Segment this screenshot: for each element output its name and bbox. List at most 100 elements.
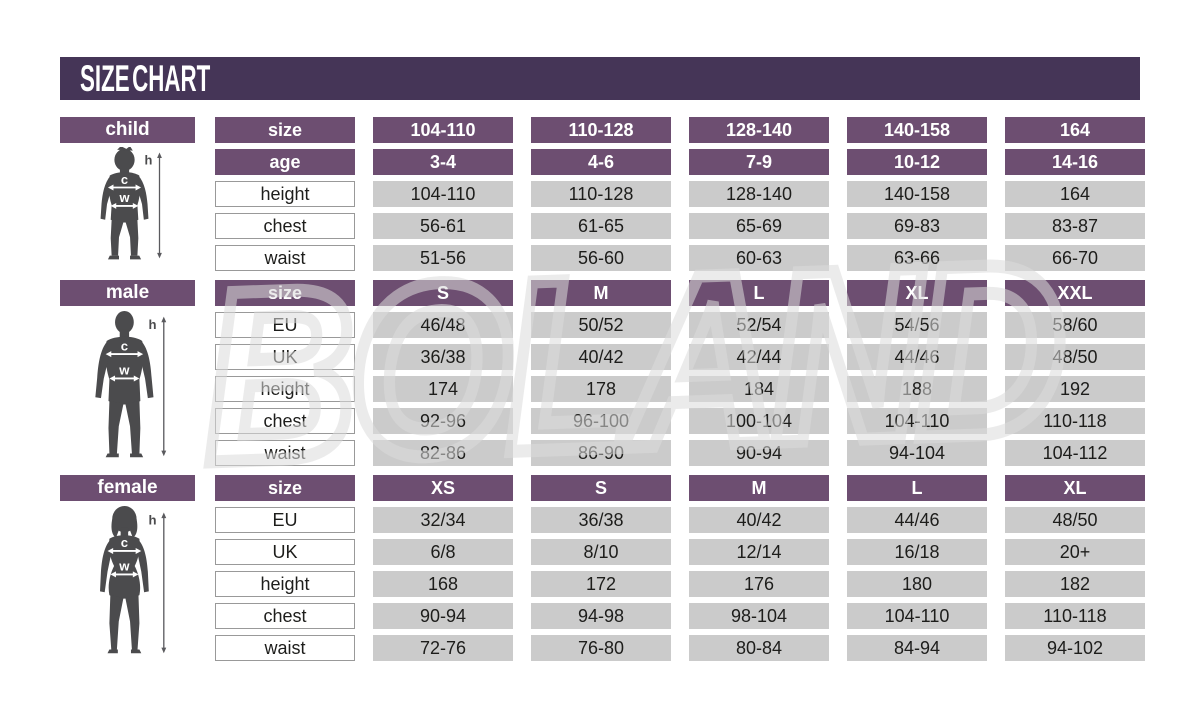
title-bar: SIZE CHART xyxy=(60,57,1140,100)
child-size-cell-0: 104-110 xyxy=(373,117,513,143)
female-row-label-size: size xyxy=(215,475,355,501)
waist-letter: w xyxy=(119,190,131,205)
height-letter: h xyxy=(145,152,153,167)
child-row-label-waist: waist xyxy=(215,245,355,271)
male-UK-cell-1: 40/42 xyxy=(531,344,671,370)
male-figure-column: male c w h xyxy=(60,280,215,466)
waist-letter: w xyxy=(118,559,130,574)
child-figure-column: child c w h xyxy=(60,117,215,271)
male-UK-cell-3: 44/46 xyxy=(847,344,987,370)
male-EU-cell-2: 52/54 xyxy=(689,312,829,338)
section-male: male c w h size S M L XL XXL EU 46/48 50/52 52/54… xyxy=(60,280,1145,466)
male-chest-cell-2: 100-104 xyxy=(689,408,829,434)
child-age-cell-4: 14-16 xyxy=(1005,149,1145,175)
male-EU-cell-4: 58/60 xyxy=(1005,312,1145,338)
chest-arrow-icon xyxy=(105,351,144,358)
chest-letter: c xyxy=(121,535,128,550)
female-height-cell-0: 168 xyxy=(373,571,513,597)
height-letter: h xyxy=(149,513,157,528)
child-size-table: size 104-110 110-128 128-140 140-158 164 age 3-… xyxy=(215,117,1145,271)
male-waist-cell-2: 90-94 xyxy=(689,440,829,466)
female-waist-cell-1: 76-80 xyxy=(531,635,671,661)
child-figure-icon: c w h xyxy=(100,147,162,260)
female-figure-icon: c w h xyxy=(100,505,167,654)
child-row-label-height: height xyxy=(215,181,355,207)
child-height-cell-4: 164 xyxy=(1005,181,1145,207)
male-size-cell-4: XXL xyxy=(1005,280,1145,306)
female-EU-cell-2: 40/42 xyxy=(689,507,829,533)
child-waist-cell-4: 66-70 xyxy=(1005,245,1145,271)
chest-arrow-icon xyxy=(107,184,142,191)
child-height-cell-2: 128-140 xyxy=(689,181,829,207)
male-UK-cell-4: 48/50 xyxy=(1005,344,1145,370)
waist-arrow-icon xyxy=(109,375,140,382)
child-size-cell-3: 140-158 xyxy=(847,117,987,143)
female-size-cell-2: M xyxy=(689,475,829,501)
child-section-label: child xyxy=(60,117,195,143)
female-size-cell-0: XS xyxy=(373,475,513,501)
female-size-cell-3: L xyxy=(847,475,987,501)
child-waist-cell-0: 51-56 xyxy=(373,245,513,271)
male-row-label-EU: EU xyxy=(215,312,355,338)
female-row-label-chest: chest xyxy=(215,603,355,629)
female-EU-cell-1: 36/38 xyxy=(531,507,671,533)
waist-arrow-icon xyxy=(110,571,139,578)
height-arrow-icon xyxy=(161,512,167,654)
female-chest-cell-2: 98-104 xyxy=(689,603,829,629)
child-chest-cell-2: 65-69 xyxy=(689,213,829,239)
female-EU-cell-3: 44/46 xyxy=(847,507,987,533)
child-waist-cell-3: 63-66 xyxy=(847,245,987,271)
male-chest-cell-3: 104-110 xyxy=(847,408,987,434)
chest-letter: c xyxy=(121,172,128,187)
child-waist-cell-1: 56-60 xyxy=(531,245,671,271)
male-chest-cell-1: 96-100 xyxy=(531,408,671,434)
waist-arrow-icon xyxy=(110,202,139,209)
female-height-cell-1: 172 xyxy=(531,571,671,597)
male-height-cell-3: 188 xyxy=(847,376,987,402)
female-waist-cell-4: 94-102 xyxy=(1005,635,1145,661)
male-height-cell-0: 174 xyxy=(373,376,513,402)
child-waist-cell-2: 60-63 xyxy=(689,245,829,271)
male-size-cell-0: S xyxy=(373,280,513,306)
male-row-label-size: size xyxy=(215,280,355,306)
female-waist-cell-2: 80-84 xyxy=(689,635,829,661)
female-size-cell-1: S xyxy=(531,475,671,501)
male-chest-cell-0: 92-96 xyxy=(373,408,513,434)
child-chest-cell-0: 56-61 xyxy=(373,213,513,239)
male-figure-icon: c w h xyxy=(95,310,167,458)
height-arrow-icon xyxy=(161,316,167,457)
section-child: child c w h size 104-110 110-128 128-140 140… xyxy=(60,117,1145,271)
male-waist-cell-1: 86-90 xyxy=(531,440,671,466)
male-EU-cell-3: 54/56 xyxy=(847,312,987,338)
size-tables: child c w h size 104-110 110-128 128-140 140… xyxy=(60,117,1145,670)
male-row-label-UK: UK xyxy=(215,344,355,370)
female-UK-cell-4: 20+ xyxy=(1005,539,1145,565)
child-age-cell-0: 3-4 xyxy=(373,149,513,175)
child-chest-cell-1: 61-65 xyxy=(531,213,671,239)
male-row-label-waist: waist xyxy=(215,440,355,466)
male-section-label: male xyxy=(60,280,195,306)
height-letter: h xyxy=(149,317,157,332)
male-EU-cell-1: 50/52 xyxy=(531,312,671,338)
female-section-label: female xyxy=(60,475,195,501)
child-row-label-size: size xyxy=(215,117,355,143)
child-chest-cell-3: 69-83 xyxy=(847,213,987,239)
female-size-cell-4: XL xyxy=(1005,475,1145,501)
female-waist-cell-3: 84-94 xyxy=(847,635,987,661)
waist-letter: w xyxy=(118,363,130,378)
male-UK-cell-0: 36/38 xyxy=(373,344,513,370)
male-waist-cell-3: 94-104 xyxy=(847,440,987,466)
female-height-cell-2: 176 xyxy=(689,571,829,597)
female-UK-cell-2: 12/14 xyxy=(689,539,829,565)
child-age-cell-3: 10-12 xyxy=(847,149,987,175)
female-height-cell-4: 182 xyxy=(1005,571,1145,597)
height-arrow-icon xyxy=(157,152,162,259)
male-EU-cell-0: 46/48 xyxy=(373,312,513,338)
female-height-cell-3: 180 xyxy=(847,571,987,597)
chest-arrow-icon xyxy=(107,547,142,554)
female-chest-cell-0: 90-94 xyxy=(373,603,513,629)
chest-letter: c xyxy=(121,338,128,353)
child-size-cell-2: 128-140 xyxy=(689,117,829,143)
page-title: SIZE CHART xyxy=(80,57,211,99)
female-chest-cell-1: 94-98 xyxy=(531,603,671,629)
